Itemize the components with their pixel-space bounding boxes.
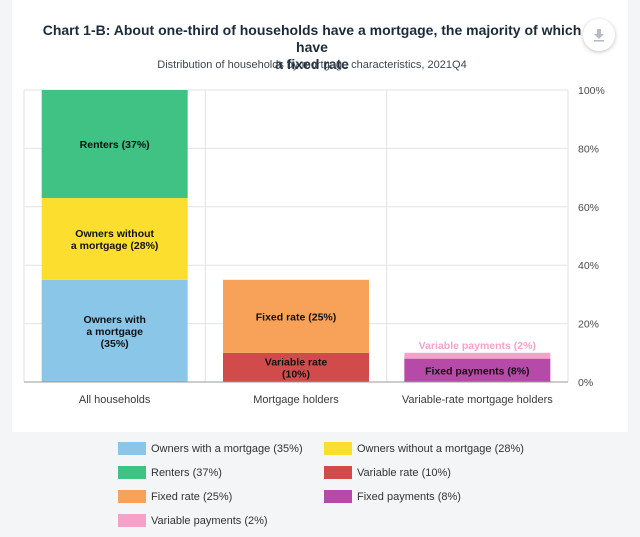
bar-segment (41, 90, 188, 199)
data-label: Fixed rate (25%) (256, 311, 337, 323)
download-icon (594, 29, 604, 42)
legend-item[interactable]: Renters (37%) (118, 466, 222, 479)
legend-label: Owners without a mortgage (28%) (357, 442, 524, 455)
data-label: (10%) (282, 368, 310, 380)
x-category-label: Mortgage holders (253, 394, 339, 406)
legend-item[interactable]: Fixed rate (25%) (118, 490, 232, 503)
data-label: Owners without (75, 228, 154, 240)
data-label: a mortgage (28%) (71, 240, 159, 252)
legend-item[interactable]: Variable rate (10%) (324, 466, 451, 479)
data-label: Fixed payments (8%) (425, 365, 529, 377)
x-category-label: All households (79, 394, 151, 406)
x-category-label: Variable-rate mortgage holders (402, 394, 553, 406)
legend-item[interactable]: Owners without a mortgage (28%) (324, 442, 524, 455)
bar-segment (41, 198, 188, 280)
data-label: Renters (37%) (80, 139, 150, 151)
legend-swatch (118, 466, 146, 479)
data-label: a mortgage (86, 326, 143, 338)
chart-title-line1: Chart 1-B: About one-third of households… (42, 22, 582, 55)
legend-label: Owners with a mortgage (35%) (151, 442, 303, 455)
legend-label: Fixed payments (8%) (357, 490, 461, 503)
y-tick-label: 40% (578, 260, 599, 272)
legend-label: Variable rate (10%) (357, 466, 451, 479)
legend-item[interactable]: Owners with a mortgage (35%) (118, 442, 303, 455)
bar-segment (404, 352, 551, 359)
data-label: Owners with (83, 314, 145, 326)
legend-swatch (118, 514, 146, 527)
y-tick-label: 60% (578, 202, 599, 214)
y-tick-label: 100% (578, 85, 605, 97)
legend-label: Renters (37%) (151, 466, 222, 479)
legend-label: Fixed rate (25%) (151, 490, 233, 503)
legend-swatch (324, 466, 352, 479)
legend-item[interactable]: Fixed payments (8%) (324, 490, 461, 503)
y-tick-label: 20% (578, 319, 599, 331)
legend-label: Variable payments (2%) (151, 514, 268, 527)
legend-swatch (118, 490, 146, 503)
legend-item[interactable]: Variable payments (2%) (118, 514, 268, 527)
download-button[interactable] (583, 19, 615, 51)
chart-title-line2: a fixed rate (275, 56, 349, 72)
bar-segment (223, 279, 369, 353)
bar-segment (41, 279, 188, 382)
y-tick-label: 80% (578, 143, 599, 155)
legend-swatch (324, 442, 352, 455)
legend-swatch (118, 442, 146, 455)
data-label: (35%) (101, 338, 129, 350)
legend-swatch (324, 490, 352, 503)
data-label: Variable payments (2%) (419, 340, 536, 352)
data-label: Variable rate (265, 356, 328, 368)
chart-title: Chart 1-B: About one-third of households… (42, 22, 582, 73)
y-tick-label: 0% (578, 377, 593, 389)
chart-subtitle: Distribution of households by mortgage c… (157, 59, 467, 71)
bar-segment (223, 352, 369, 382)
bar-segment (404, 358, 551, 382)
